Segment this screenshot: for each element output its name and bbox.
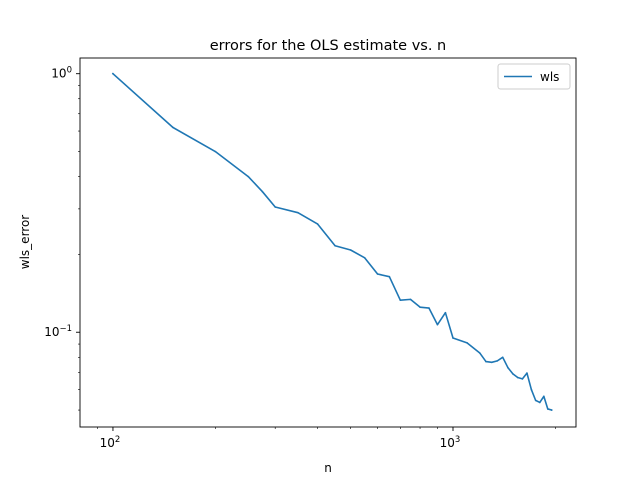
data-point [428, 307, 430, 309]
data-point [485, 360, 487, 363]
y-axis-label: wls_error [18, 215, 32, 270]
data-point [512, 373, 514, 375]
data-point [388, 275, 391, 278]
data-point [521, 378, 524, 380]
y-tick-exponent: 0 [67, 66, 72, 76]
data-point [172, 126, 174, 129]
legend-box [497, 63, 571, 90]
data-point [409, 298, 412, 301]
data-point [334, 244, 336, 247]
chart-title: errors for the OLS estimate vs. n [210, 38, 446, 54]
data-point [490, 361, 493, 364]
data-point [363, 257, 366, 259]
x-tick-base: 10 [100, 436, 115, 450]
data-point [530, 388, 533, 391]
y-tick-label: 10−1 [44, 324, 72, 339]
data-point [376, 273, 379, 275]
data-point [507, 366, 509, 369]
data-point [546, 408, 549, 410]
data-point [349, 249, 352, 251]
y-tick-base: 10 [44, 325, 59, 339]
x-tick-exponent: 3 [455, 435, 460, 445]
data-point [316, 223, 319, 225]
y-tick-exponent: −1 [59, 324, 72, 334]
data-point [501, 356, 504, 359]
data-point [526, 372, 528, 374]
axes-frame [79, 57, 577, 428]
data-point [247, 175, 250, 178]
legend-label: wls [540, 70, 559, 84]
data-point [274, 206, 276, 208]
data-point [399, 299, 402, 302]
data-point [516, 376, 519, 379]
data-point [261, 190, 264, 193]
data-point [534, 399, 537, 402]
data-point [466, 342, 468, 344]
x-tick-label: 102 [100, 435, 121, 450]
data-point [550, 409, 553, 411]
data-point [436, 323, 439, 326]
data-point [444, 311, 447, 314]
data-point [452, 337, 454, 339]
data-point [539, 401, 541, 404]
x-axis-label: n [324, 461, 332, 475]
y-tick-base: 10 [51, 67, 66, 81]
data-point [543, 395, 545, 398]
data-point [297, 211, 299, 214]
x-tick-exponent: 2 [115, 435, 120, 445]
data-point [479, 352, 481, 354]
data-point [496, 360, 499, 362]
x-tick-base: 10 [440, 436, 455, 450]
data-point [419, 306, 421, 308]
x-tick-label: 103 [440, 435, 461, 450]
y-tick-label: 100 [51, 66, 72, 81]
data-point [214, 150, 217, 153]
data-point [112, 72, 114, 75]
